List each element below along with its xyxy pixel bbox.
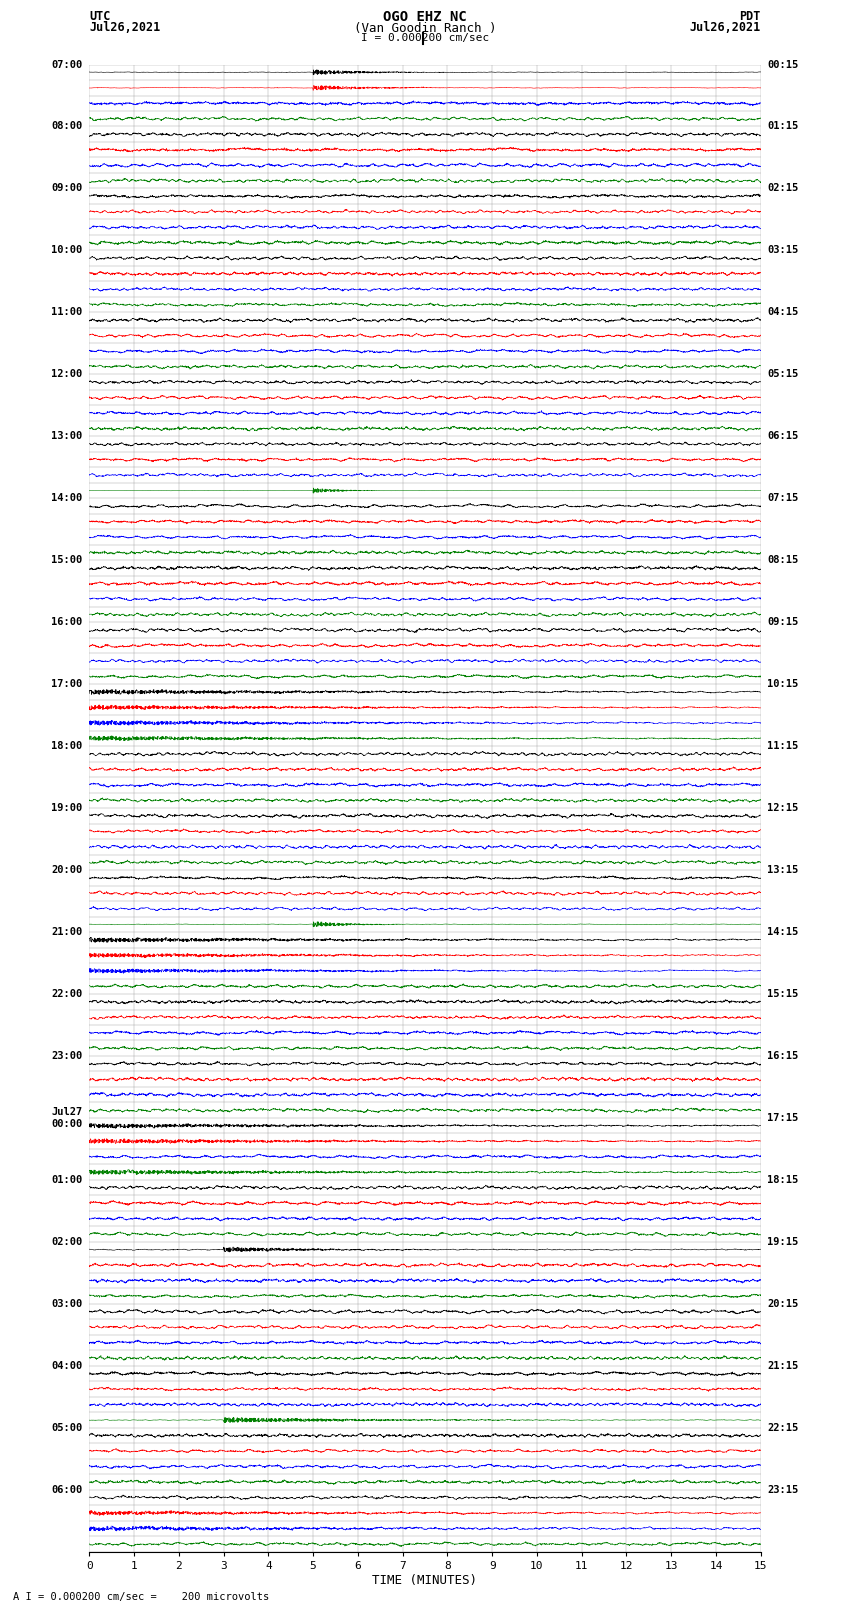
Text: 18:00: 18:00	[51, 740, 82, 752]
Text: 20:15: 20:15	[768, 1298, 799, 1308]
Text: 17:00: 17:00	[51, 679, 82, 689]
Text: 17:15: 17:15	[768, 1113, 799, 1123]
Text: 13:15: 13:15	[768, 865, 799, 876]
Text: 01:00: 01:00	[51, 1174, 82, 1186]
Text: 03:15: 03:15	[768, 245, 799, 255]
Text: 10:15: 10:15	[768, 679, 799, 689]
Text: Jul27
00:00: Jul27 00:00	[51, 1107, 82, 1129]
Text: 16:00: 16:00	[51, 618, 82, 627]
Text: 08:15: 08:15	[768, 555, 799, 565]
Text: 23:00: 23:00	[51, 1052, 82, 1061]
Text: 08:00: 08:00	[51, 121, 82, 132]
Text: 04:15: 04:15	[768, 308, 799, 318]
Text: 09:00: 09:00	[51, 184, 82, 194]
Text: 06:15: 06:15	[768, 431, 799, 442]
Text: 22:15: 22:15	[768, 1423, 799, 1432]
Text: 15:15: 15:15	[768, 989, 799, 998]
Text: 06:00: 06:00	[51, 1484, 82, 1495]
Text: 22:00: 22:00	[51, 989, 82, 998]
Text: 21:00: 21:00	[51, 927, 82, 937]
Text: 07:00: 07:00	[51, 60, 82, 69]
Text: 03:00: 03:00	[51, 1298, 82, 1308]
Text: 00:15: 00:15	[768, 60, 799, 69]
Text: 12:15: 12:15	[768, 803, 799, 813]
X-axis label: TIME (MINUTES): TIME (MINUTES)	[372, 1574, 478, 1587]
Text: 11:15: 11:15	[768, 740, 799, 752]
Text: 10:00: 10:00	[51, 245, 82, 255]
Text: PDT: PDT	[740, 11, 761, 24]
Text: 02:00: 02:00	[51, 1237, 82, 1247]
Text: 01:15: 01:15	[768, 121, 799, 132]
Text: 15:00: 15:00	[51, 555, 82, 565]
Text: 09:15: 09:15	[768, 618, 799, 627]
Text: 23:15: 23:15	[768, 1484, 799, 1495]
Text: (Van Goodin Ranch ): (Van Goodin Ranch )	[354, 23, 496, 35]
Text: 19:00: 19:00	[51, 803, 82, 813]
Text: 16:15: 16:15	[768, 1052, 799, 1061]
Text: 20:00: 20:00	[51, 865, 82, 876]
Text: 11:00: 11:00	[51, 308, 82, 318]
Text: 14:15: 14:15	[768, 927, 799, 937]
Text: I = 0.000200 cm/sec: I = 0.000200 cm/sec	[361, 32, 489, 44]
Text: 05:00: 05:00	[51, 1423, 82, 1432]
Text: Jul26,2021: Jul26,2021	[89, 21, 161, 34]
Text: 18:15: 18:15	[768, 1174, 799, 1186]
Text: UTC: UTC	[89, 11, 110, 24]
Text: 04:00: 04:00	[51, 1361, 82, 1371]
Text: OGO EHZ NC: OGO EHZ NC	[383, 11, 467, 24]
Text: 07:15: 07:15	[768, 494, 799, 503]
Text: 12:00: 12:00	[51, 369, 82, 379]
Text: A I = 0.000200 cm/sec =    200 microvolts: A I = 0.000200 cm/sec = 200 microvolts	[13, 1592, 269, 1602]
Text: 21:15: 21:15	[768, 1361, 799, 1371]
Text: 02:15: 02:15	[768, 184, 799, 194]
Text: 05:15: 05:15	[768, 369, 799, 379]
Text: 14:00: 14:00	[51, 494, 82, 503]
Text: 13:00: 13:00	[51, 431, 82, 442]
Text: 19:15: 19:15	[768, 1237, 799, 1247]
Text: Jul26,2021: Jul26,2021	[689, 21, 761, 34]
